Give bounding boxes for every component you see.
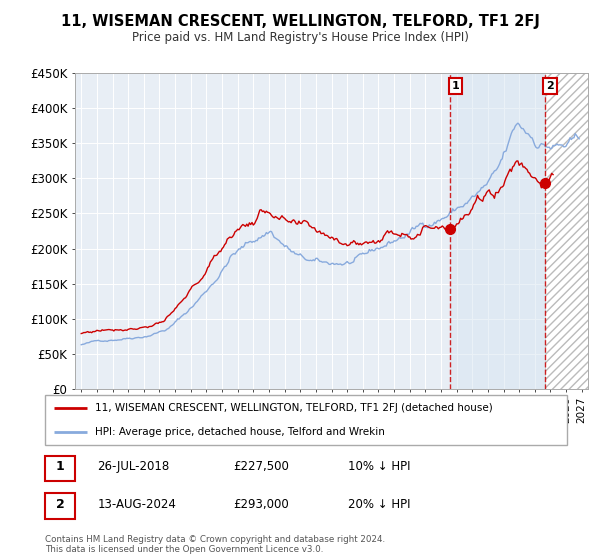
Text: 11, WISEMAN CRESCENT, WELLINGTON, TELFORD, TF1 2FJ (detached house): 11, WISEMAN CRESCENT, WELLINGTON, TELFOR…: [95, 403, 493, 413]
Text: £227,500: £227,500: [233, 460, 289, 473]
Text: 2: 2: [547, 81, 554, 91]
Text: 13-AUG-2024: 13-AUG-2024: [97, 498, 176, 511]
Bar: [450, 73, 545, 389]
FancyBboxPatch shape: [45, 456, 75, 481]
Text: 26-JUL-2018: 26-JUL-2018: [97, 460, 169, 473]
Text: HPI: Average price, detached house, Telford and Wrekin: HPI: Average price, detached house, Telf…: [95, 427, 385, 437]
Text: Contains HM Land Registry data © Crown copyright and database right 2024.
This d: Contains HM Land Registry data © Crown c…: [45, 535, 385, 554]
Text: £293,000: £293,000: [233, 498, 289, 511]
Text: Price paid vs. HM Land Registry's House Price Index (HPI): Price paid vs. HM Land Registry's House …: [131, 31, 469, 44]
FancyBboxPatch shape: [45, 493, 75, 519]
Text: 10% ↓ HPI: 10% ↓ HPI: [348, 460, 410, 473]
Text: 1: 1: [452, 81, 460, 91]
Text: 20% ↓ HPI: 20% ↓ HPI: [348, 498, 410, 511]
Text: 2: 2: [56, 498, 65, 511]
Bar: [545, 73, 600, 389]
Text: 1: 1: [56, 460, 65, 473]
Text: 11, WISEMAN CRESCENT, WELLINGTON, TELFORD, TF1 2FJ: 11, WISEMAN CRESCENT, WELLINGTON, TELFOR…: [61, 14, 539, 29]
FancyBboxPatch shape: [45, 395, 567, 445]
